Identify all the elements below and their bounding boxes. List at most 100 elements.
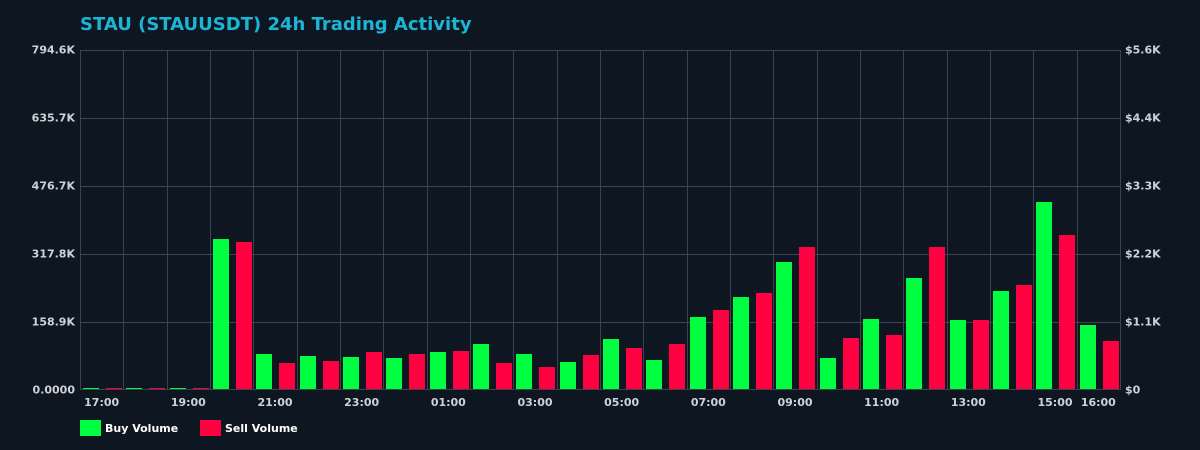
x-tick-label: 21:00: [257, 396, 293, 409]
buy-volume-bar[interactable]: [256, 354, 273, 389]
left-y-tick-label: 476.7K: [31, 179, 75, 193]
h-gridline: [81, 322, 1121, 323]
sell-volume-bar[interactable]: [1102, 341, 1119, 389]
v-gridline: [296, 50, 298, 390]
v-gridline: [210, 50, 211, 390]
buy-volume-bar[interactable]: [949, 319, 966, 389]
v-gridline: [253, 50, 255, 390]
buy-volume-bar[interactable]: [646, 360, 663, 389]
x-tick-label: 16:00: [1080, 396, 1116, 409]
left-y-tick-label: 0.0000: [32, 383, 75, 397]
sell-volume-bar[interactable]: [149, 388, 166, 389]
v-gridline: [903, 50, 905, 390]
x-tick-label: 11:00: [864, 396, 900, 409]
sell-volume-bar[interactable]: [366, 352, 382, 389]
buy-volume-bar[interactable]: [429, 352, 446, 389]
buy-volume-bar[interactable]: [126, 388, 143, 389]
right-y-tick-label: $5.6K: [1125, 43, 1161, 57]
buy-volume-bar[interactable]: [213, 238, 229, 389]
buy-volume-bar[interactable]: [386, 358, 403, 389]
legend-buy[interactable]: Buy Volume: [80, 420, 178, 436]
sell-volume-bar[interactable]: [972, 319, 989, 389]
v-gridline: [730, 50, 731, 390]
sell-volume-bar[interactable]: [712, 310, 729, 389]
plot-area: [80, 50, 1121, 390]
buy-volume-bar[interactable]: [776, 262, 793, 389]
sell-volume-bar[interactable]: [799, 246, 816, 389]
sell-volume-bar[interactable]: [669, 344, 686, 389]
h-gridline: [81, 254, 1121, 255]
h-gridline: [81, 186, 1121, 187]
sell-volume-bar[interactable]: [106, 388, 122, 389]
right-y-tick-label: $1.1K: [1125, 315, 1161, 329]
sell-volume-bar[interactable]: [842, 338, 859, 389]
x-tick-label: 07:00: [690, 396, 726, 409]
buy-volume-bar[interactable]: [473, 344, 489, 389]
sell-volume-bar[interactable]: [626, 348, 642, 389]
v-gridline: [773, 50, 775, 390]
sell-volume-bar[interactable]: [1059, 235, 1076, 389]
buy-volume-bar[interactable]: [906, 278, 923, 389]
sell-volume-bar[interactable]: [582, 354, 599, 389]
right-y-tick-label: $3.3K: [1125, 179, 1161, 193]
buy-volume-bar[interactable]: [993, 291, 1009, 389]
v-gridline: [123, 50, 125, 390]
sell-volume-bar[interactable]: [409, 354, 426, 389]
buy-volume-bar[interactable]: [689, 317, 706, 389]
left-y-tick-label: 317.8K: [31, 247, 75, 261]
x-tick-label: 19:00: [170, 396, 206, 409]
buy-volume-bar[interactable]: [559, 362, 576, 389]
buy-volume-bar[interactable]: [603, 338, 619, 389]
sell-volume-bar[interactable]: [236, 242, 252, 389]
x-tick-label: 05:00: [604, 396, 640, 409]
buy-volume-bar[interactable]: [516, 354, 533, 389]
v-gridline: [340, 50, 341, 390]
h-gridline: [81, 50, 1121, 51]
x-tick-label: 17:00: [84, 396, 120, 409]
v-gridline: [166, 50, 168, 390]
sell-volume-bar[interactable]: [539, 367, 556, 389]
right-y-tick-label: $2.2K: [1125, 247, 1161, 261]
x-tick-label: 13:00: [950, 396, 986, 409]
buy-volume-bar[interactable]: [733, 297, 749, 389]
v-gridline: [383, 50, 385, 390]
sell-volume-bar[interactable]: [279, 363, 296, 389]
buy-volume-bar[interactable]: [299, 356, 316, 389]
sell-volume-bar[interactable]: [322, 361, 339, 389]
buy-volume-bar[interactable]: [863, 319, 879, 389]
legend-buy-label: Buy Volume: [105, 421, 179, 435]
v-gridline: [426, 50, 428, 390]
legend-sell-label: Sell Volume: [225, 421, 298, 435]
legend-sell[interactable]: Sell Volume: [200, 420, 298, 436]
buy-swatch-icon: [80, 420, 101, 436]
buy-volume-bar[interactable]: [343, 357, 359, 389]
sell-volume-bar[interactable]: [929, 246, 946, 389]
left-y-tick-label: 635.7K: [31, 111, 75, 125]
buy-volume-bar[interactable]: [169, 388, 186, 389]
h-gridline: [81, 118, 1121, 119]
right-y-tick-label: $0: [1125, 383, 1141, 397]
sell-volume-bar[interactable]: [452, 351, 469, 389]
right-y-tick-label: $4.4K: [1125, 111, 1161, 125]
sell-volume-bar[interactable]: [756, 292, 772, 389]
sell-volume-bar[interactable]: [1016, 284, 1032, 389]
sell-volume-bar[interactable]: [886, 335, 902, 389]
buy-volume-bar[interactable]: [819, 358, 836, 389]
buy-volume-bar[interactable]: [1079, 325, 1096, 389]
sell-volume-bar[interactable]: [192, 388, 209, 389]
left-y-tick-label: 794.6K: [31, 43, 75, 57]
chart-title: STAU (STAUUSDT) 24h Trading Activity: [80, 14, 472, 35]
v-gridline: [686, 50, 688, 390]
v-gridline: [1033, 50, 1035, 390]
v-gridline: [946, 50, 948, 390]
v-gridline: [1076, 50, 1078, 390]
v-gridline: [470, 50, 471, 390]
x-tick-label: 09:00: [777, 396, 813, 409]
sell-swatch-icon: [200, 420, 221, 436]
v-gridline: [643, 50, 645, 390]
v-gridline: [860, 50, 861, 390]
buy-volume-bar[interactable]: [1036, 202, 1053, 389]
buy-volume-bar[interactable]: [83, 388, 99, 389]
v-gridline: [600, 50, 601, 390]
sell-volume-bar[interactable]: [496, 363, 512, 389]
